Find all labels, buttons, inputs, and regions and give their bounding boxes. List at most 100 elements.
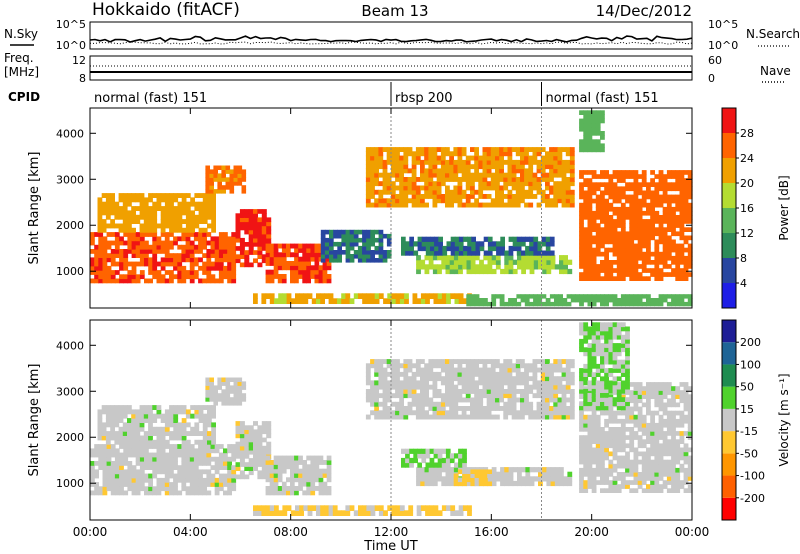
heatmap-cell [416,476,421,482]
heatmap-cell [620,294,626,299]
heatmap-cell [679,382,685,387]
heatmap-cell [391,293,397,299]
heatmap-cell [646,194,651,200]
heatmap-cell [470,301,476,307]
heatmap-cell [486,185,492,191]
heatmap-cell [553,380,559,386]
heatmap-cell [553,164,559,170]
heatmap-cell [269,274,275,279]
heatmap-cell [110,240,116,246]
heatmap-cell [679,182,685,187]
heatmap-cell [118,431,124,436]
heatmap-cell [449,159,454,165]
heatmap-cell [420,151,425,157]
heatmap-cell [565,397,571,403]
heatmap-cell [612,431,618,436]
heatmap-cell [679,215,685,220]
heatmap-cell [164,486,170,492]
heatmap-cell [457,177,463,182]
heatmap-cell [629,427,635,432]
heatmap-cell [173,214,179,220]
heatmap-cell [662,459,668,465]
heatmap-cell [504,471,510,477]
heatmap-cell [386,397,392,403]
heatmap-cell [616,427,622,432]
heatmap-cell [131,431,136,436]
heatmap-cell [536,384,542,390]
heatmap-cell [579,467,584,473]
heatmap-cell [671,422,676,428]
heatmap-cell [110,278,116,284]
heatmap-cell [119,236,124,242]
heatmap-cell [517,264,522,270]
heatmap-cell [403,189,409,195]
heatmap-cell [415,185,421,191]
heatmap-cell [148,486,153,492]
heatmap-cell [646,431,651,436]
heatmap-cell [620,394,626,399]
heatmap-cell [269,510,275,516]
heatmap-cell [135,452,141,458]
heatmap-cell [587,276,593,281]
heatmap-cell [160,426,166,432]
heatmap-cell [164,426,170,432]
heatmap-cell [654,472,660,477]
heatmap-cell [508,298,513,303]
heatmap-cell [587,422,593,428]
heatmap-cell [318,486,324,491]
heatmap-cell [299,293,304,299]
heatmap-cell [579,110,584,115]
heatmap-cell [131,473,137,479]
heatmap-cell [453,359,459,364]
heatmap-cell [244,225,250,231]
heatmap-cell [213,401,218,406]
heatmap-cell [177,431,183,436]
heatmap-cell [583,110,589,115]
heatmap-cell [122,214,128,220]
heatmap-cell [549,389,554,394]
heatmap-cell [399,164,404,170]
heatmap-cell [604,301,609,307]
heatmap-cell [587,239,593,245]
heatmap-cell [453,177,459,182]
heatmap-cell [579,235,584,241]
heatmap-cell [94,473,99,479]
heatmap-cell [565,389,571,394]
heatmap-cell [253,433,258,439]
heatmap-cell [181,236,187,242]
heatmap-cell [378,198,384,204]
heatmap-cell [241,397,247,402]
heatmap-cell [537,245,543,252]
heatmap-cell [654,231,660,237]
heatmap-cell [198,405,204,410]
heatmap-cell [94,265,99,271]
heatmap-cell [322,269,328,275]
heatmap-cell [579,435,584,440]
heatmap-cell [420,371,425,377]
heatmap-cell [625,198,630,204]
heatmap-cell [658,170,664,175]
heatmap-cell [403,410,409,416]
heatmap-cell [257,470,263,476]
heatmap-cell [591,459,597,465]
heatmap-cell [675,422,681,428]
heatmap-cell [378,237,384,243]
heatmap-cell [604,260,609,265]
heatmap-cell [633,480,639,485]
heatmap-cell [549,164,554,170]
heatmap-cell [515,380,521,386]
heatmap-cell [608,431,614,436]
heatmap-cell [177,278,183,284]
heatmap-cell [269,252,275,258]
heatmap-cell [679,255,685,261]
heatmap-cell [257,233,263,239]
heatmap-cell [415,371,421,377]
heatmap-cell [483,298,488,303]
heatmap-cell [358,293,363,299]
heatmap-cell [465,384,471,390]
heatmap-cell [671,294,676,299]
heatmap-cell [441,480,447,487]
heatmap-cell [512,236,518,242]
heatmap-cell [604,186,609,192]
heatmap-cell [403,147,409,152]
